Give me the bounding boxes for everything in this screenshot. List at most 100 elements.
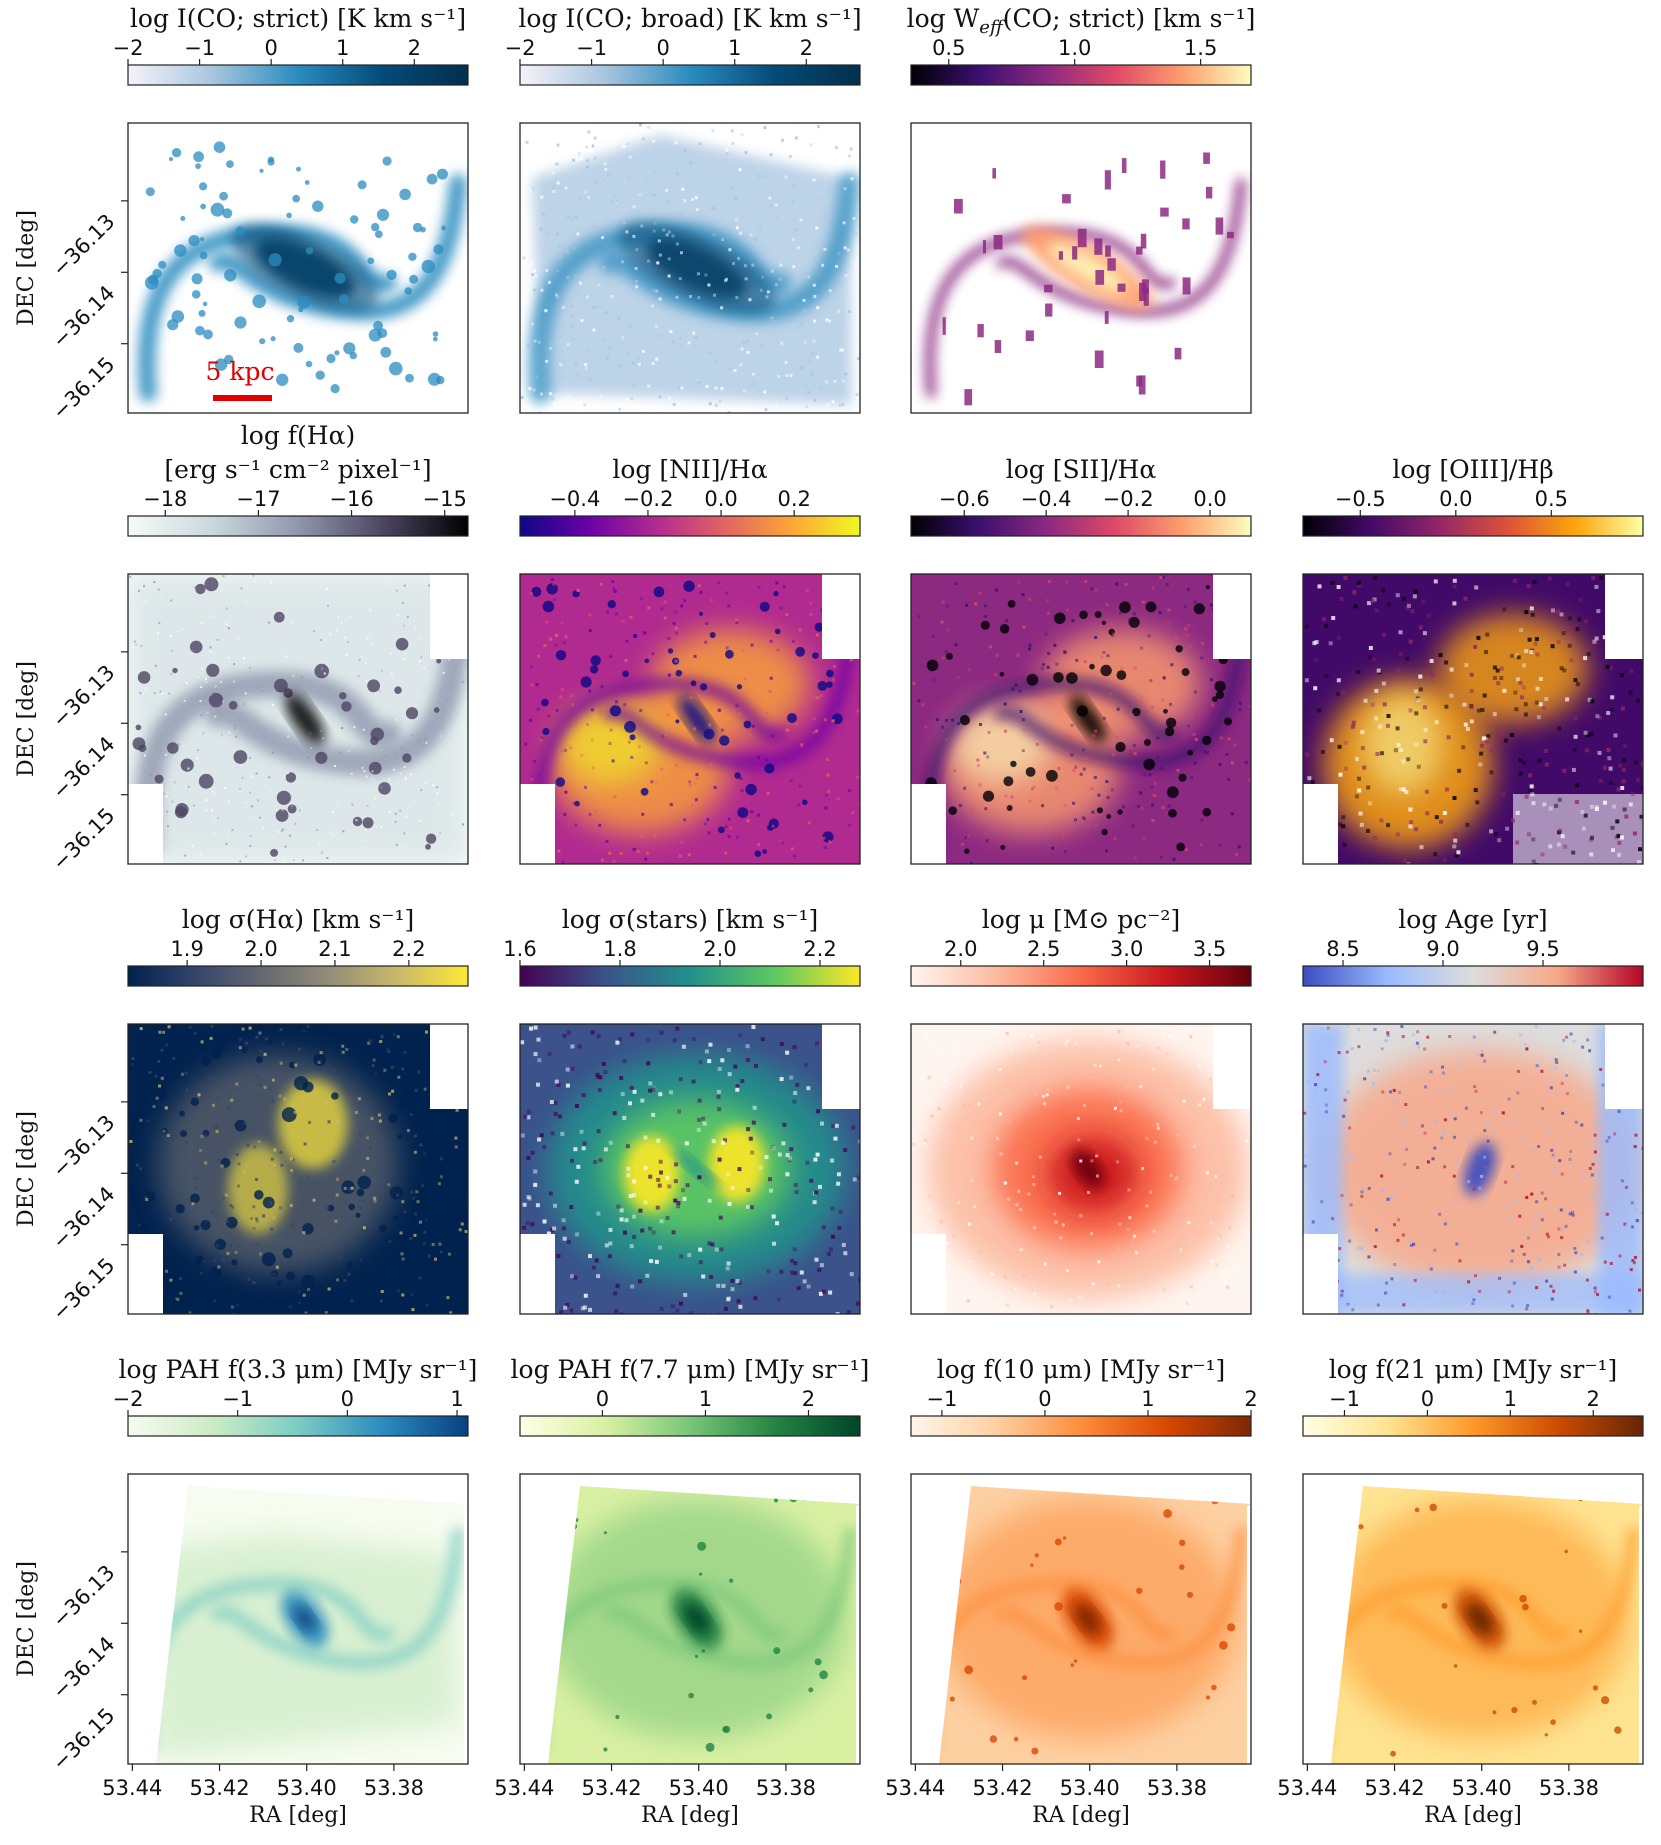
- colorbar: [1302, 965, 1644, 987]
- colorbar-tick-label: 1.0: [1058, 36, 1091, 60]
- dec-axis-label: DEC [deg]: [14, 210, 39, 326]
- panel-frame: [910, 1473, 1252, 1765]
- panel-frame: [127, 1473, 469, 1765]
- ra-tick-label: 53.38: [1147, 1776, 1207, 1800]
- colorbar-tick-label: 1.8: [603, 937, 636, 961]
- map-image: [1303, 1474, 1643, 1764]
- ra-axis-label: RA [deg]: [1032, 1803, 1130, 1828]
- map-image: [924, 152, 1246, 406]
- colorbar: [127, 64, 469, 86]
- colorbar-tick-label: 9.5: [1526, 937, 1559, 961]
- ra-axis-label: RA [deg]: [641, 1803, 739, 1828]
- colorbar-tick-label: 1: [336, 36, 349, 60]
- panel-title: log PAH f(3.3 μm) [MJy sr⁻¹]: [119, 1355, 478, 1384]
- colorbar: [127, 965, 469, 987]
- map-image: [520, 574, 860, 864]
- ra-tick-label: 53.44: [885, 1776, 945, 1800]
- dec-tick-label: −36.13: [48, 1560, 120, 1632]
- colorbar: [519, 64, 861, 86]
- colorbar-tick-label: 1.9: [170, 937, 203, 961]
- colorbar-tick-label: 1: [1141, 1387, 1154, 1411]
- panel-frame: [127, 122, 469, 414]
- panel-frame: [910, 122, 1252, 414]
- colorbar: [519, 1415, 861, 1437]
- panel-title: log I(CO; broad) [K km s⁻¹]: [518, 4, 861, 33]
- colorbar-tick-label: 0.0: [1439, 487, 1472, 511]
- panel-title: log f(Hα): [241, 421, 355, 450]
- ra-tick-label: 53.44: [102, 1776, 162, 1800]
- panel-title: log σ(Hα) [km s⁻¹]: [182, 905, 415, 934]
- colorbar-tick-label: 1: [1504, 1387, 1517, 1411]
- map-image: [911, 1024, 1251, 1314]
- no-data-region: [520, 1474, 860, 1764]
- colorbar-tick-label: 1.6: [503, 937, 536, 961]
- colorbar-tick-label: 0.5: [1535, 487, 1568, 511]
- panel-f21: −1 0 1 2 log f(21 μm) [MJy sr⁻¹] 53.44 53.42 53…: [1277, 1355, 1644, 1828]
- no-data-region: [1303, 784, 1338, 864]
- no-data-region: [520, 784, 555, 864]
- ra-axis-label: RA [deg]: [249, 1803, 347, 1828]
- colorbar-tick-label: 2.5: [1027, 937, 1060, 961]
- colorbar-tick-label: 2.1: [318, 937, 351, 961]
- colorbar-tick-label: −1: [222, 1387, 253, 1411]
- panel-oiii-hb: −0.5 0.0 0.5 log [OIII]/Hβ: [1302, 455, 1644, 865]
- no-data-region: [1213, 1024, 1251, 1109]
- colorbar-tick-label: −1: [184, 36, 215, 60]
- colorbar-tick-label: 2.0: [703, 937, 736, 961]
- colorbar-tick-label: −15: [423, 487, 467, 511]
- colorbar-tick-label: 0: [341, 1387, 354, 1411]
- colorbar-tick-label: 2.2: [803, 937, 836, 961]
- colorbar-tick-label: 2: [800, 36, 813, 60]
- dec-tick-label: −36.14: [48, 732, 120, 804]
- colorbar-tick-label: 0.5: [932, 36, 965, 60]
- colorbar: [910, 515, 1252, 537]
- colorbar-tick-label: −17: [236, 487, 280, 511]
- colorbar-tick-label: 1: [699, 1387, 712, 1411]
- panel-age: 8.5 9.0 9.5 log Age [yr]: [1302, 905, 1644, 1315]
- dec-tick-label: −36.13: [48, 209, 120, 281]
- dec-tick-label: −36.15: [48, 1703, 120, 1775]
- map-image: [128, 1024, 468, 1314]
- no-data-region: [1605, 1024, 1643, 1109]
- panel-frame: [910, 573, 1252, 865]
- map-image: [911, 1474, 1251, 1764]
- colorbar-tick-label: 1: [728, 36, 741, 60]
- panel-title: log f(21 μm) [MJy sr⁻¹]: [1329, 1355, 1618, 1384]
- no-data-region: [1213, 574, 1251, 659]
- scale-bar-label: 5 kpc: [205, 357, 274, 386]
- panel-title: log I(CO; strict) [K km s⁻¹]: [130, 4, 466, 33]
- panel-title-units: [erg s⁻¹ cm⁻² pixel⁻¹]: [164, 455, 431, 484]
- panel-title: log [NII]/Hα: [612, 455, 767, 484]
- colorbar: [519, 515, 861, 537]
- panel-frame: [127, 573, 469, 865]
- panel-frame: [910, 1023, 1252, 1315]
- panel-frame: [519, 573, 861, 865]
- dec-tick-label: −36.15: [48, 352, 120, 424]
- panel-title: log Weff(CO; strict) [km s⁻¹]: [907, 4, 1256, 38]
- panel-title: log [OIII]/Hβ: [1392, 455, 1553, 484]
- ra-tick-label: 53.42: [1364, 1776, 1424, 1800]
- no-data-region: [128, 1234, 163, 1314]
- panel-f10: −1 0 1 2 log f(10 μm) [MJy sr⁻¹] 53.44 53.42 53…: [885, 1355, 1257, 1828]
- panel-title: log μ [M⊙ pc⁻²]: [982, 905, 1180, 934]
- colorbar-tick-label: −2: [113, 36, 144, 60]
- colorbar: [1302, 1415, 1644, 1437]
- no-data-region: [822, 1024, 860, 1109]
- colorbar-tick-label: −0.6: [939, 487, 990, 511]
- colorbar-tick-label: −1: [926, 1387, 957, 1411]
- ra-tick-label: 53.44: [1277, 1776, 1337, 1800]
- no-data-region: [911, 784, 946, 864]
- ra-tick-label: 53.38: [756, 1776, 816, 1800]
- no-data-region: [1303, 1234, 1338, 1314]
- panel-frame: [519, 122, 861, 414]
- colorbar-tick-label: 9.0: [1426, 937, 1459, 961]
- ra-tick-label: 53.40: [1452, 1776, 1512, 1800]
- colorbar-tick-label: −0.2: [1103, 487, 1154, 511]
- panel-title: log f(10 μm) [MJy sr⁻¹]: [937, 1355, 1226, 1384]
- panel-sigma-stars: 1.6 1.8 2.0 2.2 log σ(stars) [km s⁻¹]: [503, 905, 861, 1315]
- map-image: [1303, 574, 1643, 864]
- colorbar-tick-label: 0.0: [704, 487, 737, 511]
- map-image: [128, 1474, 468, 1764]
- colorbar-tick-label: −1: [576, 36, 607, 60]
